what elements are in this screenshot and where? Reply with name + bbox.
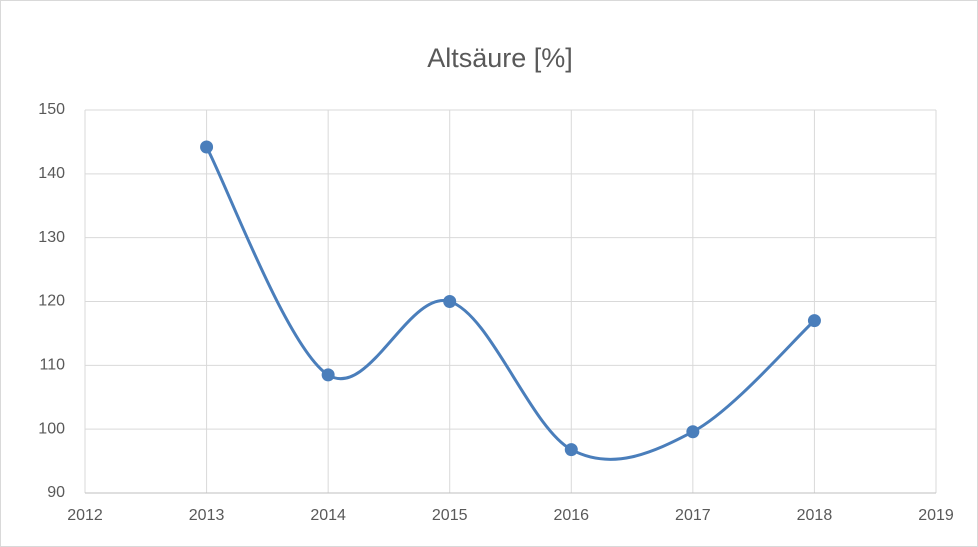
x-tick-label: 2016 <box>553 507 589 524</box>
y-tick-label: 150 <box>38 101 65 118</box>
data-point <box>321 368 335 382</box>
chart-title: Altsäure [%] <box>427 43 573 73</box>
data-point <box>564 443 578 457</box>
y-tick-label: 90 <box>47 484 65 501</box>
y-tick-label: 120 <box>38 293 65 310</box>
data-point <box>807 314 821 328</box>
x-tick-label: 2018 <box>797 507 833 524</box>
data-point <box>443 295 457 308</box>
data-point <box>686 425 700 439</box>
x-tick-label: 2012 <box>67 507 103 524</box>
y-tick-label: 100 <box>38 420 65 437</box>
x-tick-label: 2014 <box>310 507 346 524</box>
y-tick-label: 110 <box>39 357 65 374</box>
x-tick-label: 2013 <box>189 507 225 524</box>
data-point <box>200 140 214 154</box>
y-tick-label: 130 <box>38 229 65 246</box>
y-tick-label: 140 <box>38 165 65 182</box>
x-tick-label: 2019 <box>918 507 954 524</box>
x-tick-label: 2015 <box>432 507 468 524</box>
x-tick-label: 2017 <box>675 507 711 524</box>
